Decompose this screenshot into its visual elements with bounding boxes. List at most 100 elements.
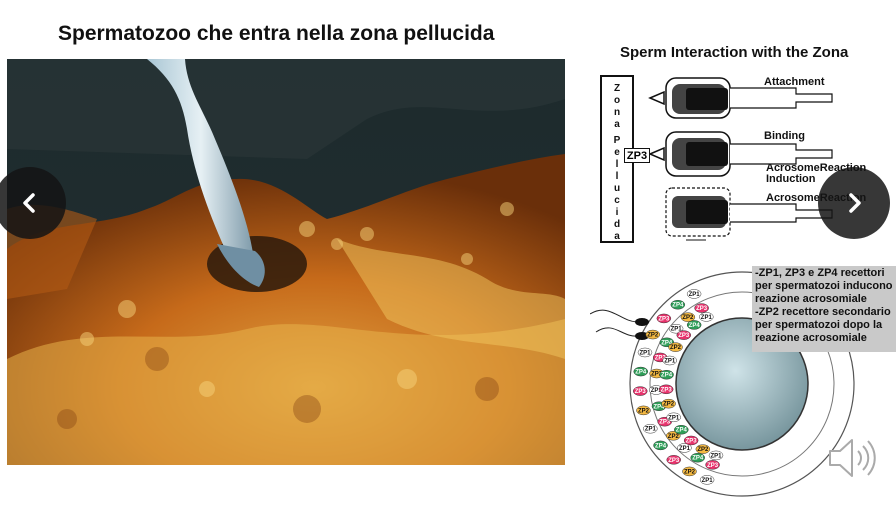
info-line: -ZP1, ZP3 e ZP4 recettori [755, 267, 885, 279]
slide-title: Spermatozoo che entra nella zona pelluci… [58, 22, 495, 45]
glycoprotein-bead [686, 320, 702, 330]
glycoprotein-bead [676, 330, 692, 340]
zp3-label: ZP3 [624, 148, 650, 163]
glycoprotein-bead [699, 312, 714, 322]
speaker-icon [829, 439, 876, 477]
glycoprotein-label: ZP4 [661, 340, 673, 346]
zona-letter: P [613, 135, 621, 146]
zp-receptors-info-box: -ZP1, ZP3 e ZP4 recettori per spermatozo… [752, 266, 896, 352]
glycoprotein-label: ZP4 [653, 404, 665, 410]
glycoprotein-bead [666, 431, 681, 441]
diagram-title: Sperm Interaction with the Zona [620, 44, 849, 61]
glycoprotein-bead [643, 423, 658, 434]
zona-letter: o [613, 95, 621, 106]
glycoprotein-label: ZP4 [692, 456, 704, 462]
chevron-left-icon [23, 193, 35, 213]
zona-letter: i [615, 207, 619, 218]
glycoprotein-bead [705, 460, 720, 470]
glycoprotein-bead [674, 424, 689, 435]
glycoprotein-label: ZP2 [638, 408, 650, 414]
info-line: per spermatozoi inducono [755, 280, 893, 292]
glycoprotein-bead [677, 443, 692, 453]
glycoprotein-label: ZP1 [702, 478, 714, 484]
glycoprotein-label: ZP1 [710, 453, 722, 459]
glycoprotein-label: ZP3 [678, 333, 690, 339]
glycoprotein-bead [694, 303, 709, 313]
glycoprotein-label: ZP2 [682, 315, 694, 321]
micrograph-image [7, 59, 565, 465]
glycoprotein-label: ZP4 [689, 323, 701, 329]
stage-label-binding: Binding [764, 130, 805, 142]
glycoprotein-bead [659, 369, 674, 380]
glycoprotein-bead [686, 289, 702, 299]
sperm-stages-diagram [648, 77, 833, 241]
glycoprotein-label: ZP1 [645, 427, 657, 433]
info-line: reazione acrosomiale [755, 332, 867, 344]
glycoprotein-label: ZP1 [668, 415, 680, 421]
chevron-right-icon [849, 193, 861, 213]
info-line: reazione acrosomiale [755, 293, 867, 305]
glycoprotein-label: ZP1 [689, 292, 701, 298]
glycoprotein-label: ZP1 [671, 327, 683, 333]
glycoprotein-bead [656, 313, 672, 324]
zona-letter: a [614, 231, 620, 242]
audio-button[interactable] [826, 436, 876, 485]
glycoprotein-bead [636, 405, 651, 416]
glycoprotein-label: ZP3 [707, 463, 719, 469]
glycoprotein-label: ZP2 [668, 434, 680, 440]
glycoprotein-bead [699, 475, 715, 485]
glycoprotein-label: ZP1 [651, 388, 663, 394]
glycoprotein-bead [658, 384, 674, 395]
glycoprotein-bead [708, 450, 724, 461]
glycoprotein-bead [680, 312, 696, 322]
glycoprotein-label: ZP2 [651, 372, 663, 378]
glycoprotein-label: ZP1 [664, 359, 676, 365]
glycoprotein-label: ZP2 [684, 469, 696, 475]
previous-slide-button[interactable] [0, 167, 66, 239]
glycoprotein-bead [662, 355, 677, 366]
glycoprotein-label: ZP3 [658, 316, 670, 322]
glycoprotein-label: ZP2 [697, 447, 709, 453]
zona-letter: Z [613, 83, 621, 94]
glycoprotein-bead [632, 386, 648, 396]
glycoprotein-label: ZP4 [672, 303, 684, 309]
glycoprotein-bead [661, 398, 676, 409]
glycoprotein-bead [666, 412, 681, 423]
glycoprotein-label: ZP4 [676, 428, 688, 434]
next-slide-button[interactable] [818, 167, 890, 239]
glycoprotein-bead [695, 444, 711, 454]
zona-letter: e [614, 147, 620, 158]
glycoprotein-bead [690, 452, 705, 463]
glycoprotein-bead [668, 323, 684, 334]
info-line: -ZP2 recettore secondario [755, 306, 891, 318]
zona-letter: u [613, 183, 621, 194]
zona-letter: a [614, 119, 620, 130]
info-line: per spermatozoi dopo la [755, 319, 883, 331]
glycoprotein-label: ZP3 [655, 355, 667, 361]
glycoprotein-label: ZP2 [647, 333, 659, 339]
glycoprotein-label: ZP4 [661, 373, 673, 379]
glycoprotein-bead [668, 342, 683, 352]
stage-label-induction-2: Induction [766, 173, 816, 185]
glycoprotein-label: ZP3 [661, 387, 673, 393]
glycoprotein-label: ZP3 [668, 458, 680, 464]
glycoprotein-bead [666, 455, 681, 465]
glycoprotein-label: ZP1 [679, 446, 691, 452]
glycoprotein-bead [637, 347, 653, 358]
glycoprotein-label: ZP1 [639, 350, 651, 356]
zona-letter: n [613, 107, 621, 118]
glycoprotein-label: ZP3 [696, 306, 708, 312]
glycoprotein-bead [682, 466, 697, 477]
zona-letter: l [615, 159, 619, 170]
zona-letter: l [615, 171, 619, 182]
glycoprotein-bead [633, 366, 649, 377]
glycoprotein-label: ZP2 [663, 402, 675, 408]
glycoprotein-label: ZP4 [655, 443, 667, 449]
zona-letter: d [613, 219, 621, 230]
glycoprotein-label: ZP4 [635, 370, 647, 376]
glycoprotein-bead [670, 299, 686, 310]
glycoprotein-label: ZP3 [635, 389, 647, 395]
glycoprotein-bead [645, 329, 661, 340]
zona-letter: c [614, 195, 620, 206]
glycoprotein-label: ZP1 [701, 315, 713, 321]
